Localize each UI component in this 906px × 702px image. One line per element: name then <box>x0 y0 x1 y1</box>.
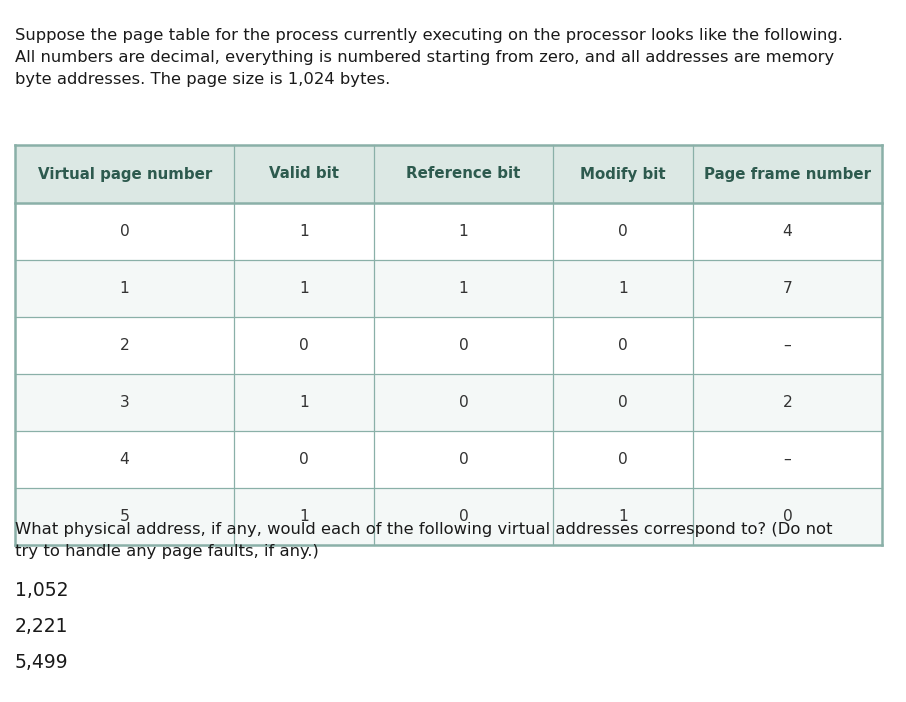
Text: 2,221: 2,221 <box>15 617 69 636</box>
Text: 0: 0 <box>458 338 468 353</box>
Bar <box>15 203 882 260</box>
Text: All numbers are decimal, everything is numbered starting from zero, and all addr: All numbers are decimal, everything is n… <box>15 50 834 65</box>
Text: 7: 7 <box>783 281 793 296</box>
Text: 0: 0 <box>458 509 468 524</box>
Text: byte addresses. The page size is 1,024 bytes.: byte addresses. The page size is 1,024 b… <box>15 72 390 87</box>
Bar <box>15 431 882 488</box>
Text: 5: 5 <box>120 509 130 524</box>
Text: Virtual page number: Virtual page number <box>37 166 212 182</box>
Text: What physical address, if any, would each of the following virtual addresses cor: What physical address, if any, would eac… <box>15 522 833 537</box>
Text: 1: 1 <box>299 281 309 296</box>
Text: Page frame number: Page frame number <box>704 166 871 182</box>
Text: –: – <box>784 452 791 467</box>
Text: 0: 0 <box>120 224 130 239</box>
Text: 2: 2 <box>783 395 793 410</box>
Text: 0: 0 <box>299 338 309 353</box>
Bar <box>15 374 882 431</box>
Text: 0: 0 <box>618 224 628 239</box>
Text: 0: 0 <box>783 509 793 524</box>
Text: 0: 0 <box>458 452 468 467</box>
Bar <box>15 145 882 203</box>
Text: 1: 1 <box>618 281 628 296</box>
Text: 1: 1 <box>458 281 468 296</box>
Text: 3: 3 <box>120 395 130 410</box>
Text: 1: 1 <box>299 395 309 410</box>
Text: Modify bit: Modify bit <box>581 166 666 182</box>
Text: Suppose the page table for the process currently executing on the processor look: Suppose the page table for the process c… <box>15 28 843 43</box>
Text: Valid bit: Valid bit <box>269 166 339 182</box>
Bar <box>15 488 882 545</box>
Text: 0: 0 <box>618 338 628 353</box>
Text: 4: 4 <box>783 224 793 239</box>
Text: 0: 0 <box>618 395 628 410</box>
Text: Reference bit: Reference bit <box>407 166 521 182</box>
Text: –: – <box>784 338 791 353</box>
Text: try to handle any page faults, if any.): try to handle any page faults, if any.) <box>15 544 319 559</box>
Text: 5,499: 5,499 <box>15 653 69 672</box>
Text: 0: 0 <box>618 452 628 467</box>
Text: 0: 0 <box>458 395 468 410</box>
Text: 1,052: 1,052 <box>15 581 69 600</box>
Text: 2: 2 <box>120 338 130 353</box>
Text: 1: 1 <box>618 509 628 524</box>
Text: 0: 0 <box>299 452 309 467</box>
Text: 1: 1 <box>458 224 468 239</box>
Bar <box>15 260 882 317</box>
Text: 1: 1 <box>299 224 309 239</box>
Bar <box>15 317 882 374</box>
Text: 4: 4 <box>120 452 130 467</box>
Text: 1: 1 <box>299 509 309 524</box>
Text: 1: 1 <box>120 281 130 296</box>
